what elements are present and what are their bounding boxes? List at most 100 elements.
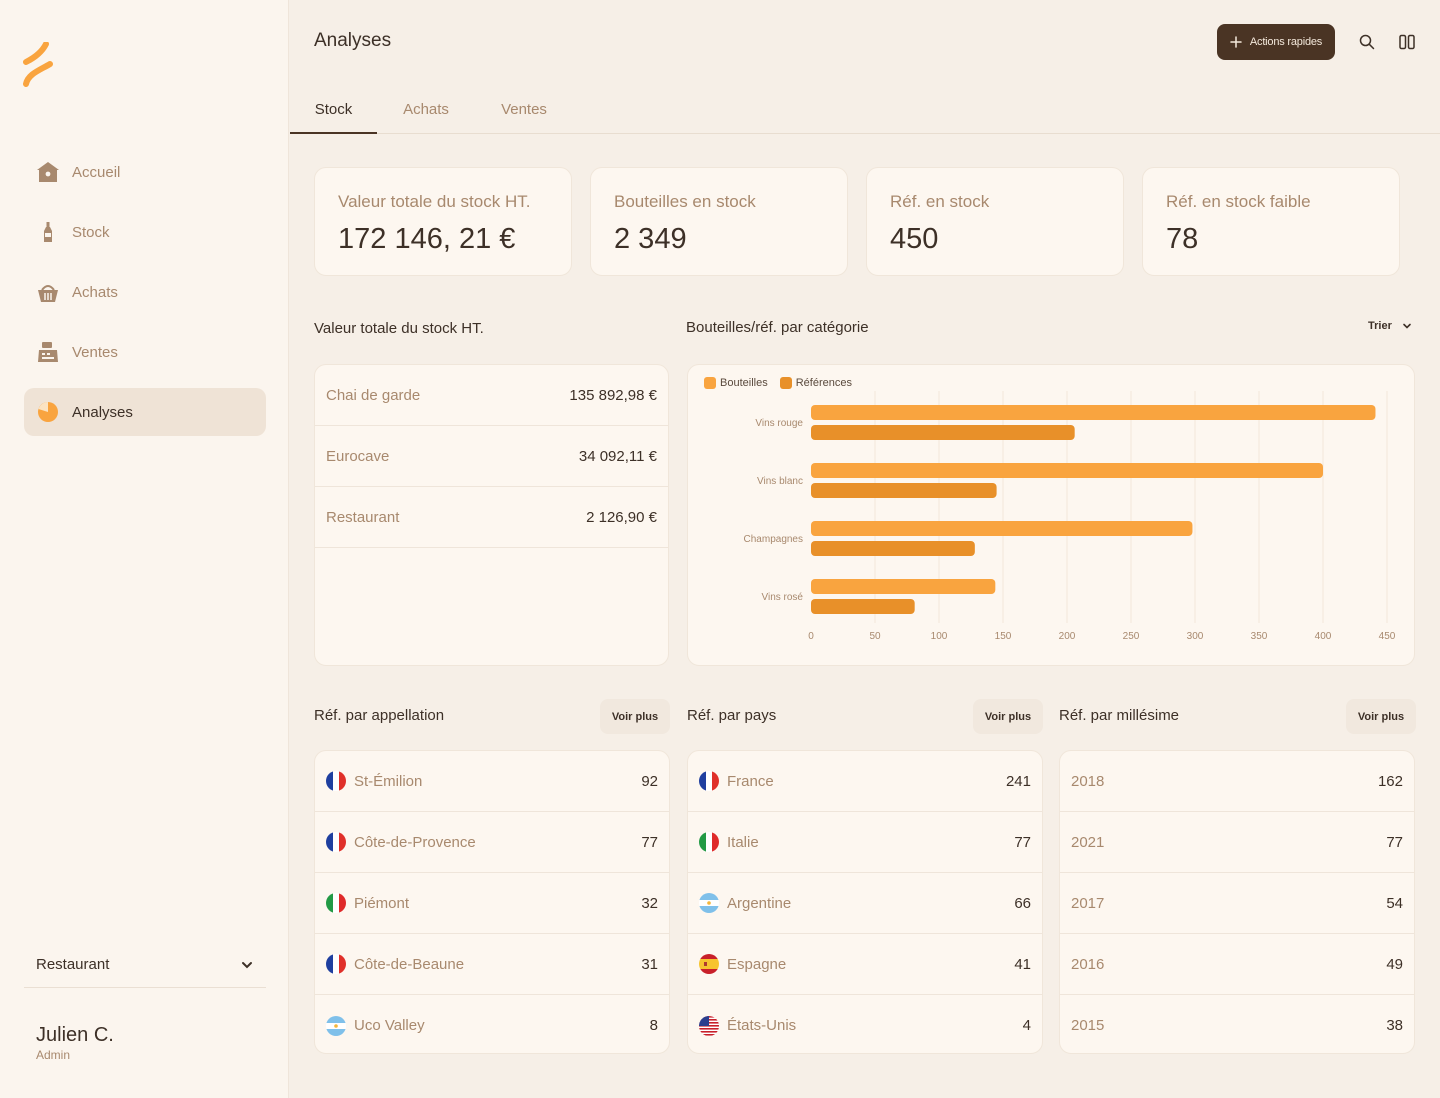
list-item[interactable]: 2016 49 [1060, 934, 1414, 995]
row-label: 2017 [1071, 894, 1105, 912]
argentina-flag-icon [326, 1015, 346, 1036]
x-tick-label: 200 [1059, 631, 1076, 642]
list-item[interactable]: Italie 77 [688, 812, 1042, 873]
list-item[interactable]: Piémont 32 [315, 873, 669, 934]
row-value: 49 [1386, 955, 1403, 973]
columns-layout-icon[interactable] [1396, 31, 1418, 53]
row-label: Uco Valley [354, 1017, 425, 1034]
x-tick-label: 250 [1123, 631, 1140, 642]
list-item[interactable]: St-Émilion 92 [315, 751, 669, 812]
sidebar-item-ventes[interactable]: Ventes [24, 328, 266, 376]
row-value: 31 [641, 955, 658, 973]
row-value: 77 [1386, 833, 1403, 851]
list-item[interactable]: Argentine 66 [688, 873, 1042, 934]
user-profile[interactable]: Julien C. Admin [36, 1024, 114, 1062]
kpi-card-refs: Réf. en stock 450 [866, 167, 1124, 276]
row-label: Côte-de-Beaune [354, 955, 465, 973]
row-value: 66 [1014, 894, 1031, 912]
list-item[interactable]: 2015 38 [1060, 995, 1414, 1053]
kpi-label: Bouteilles en stock [614, 192, 756, 211]
kpi-label: Réf. en stock faible [1166, 192, 1311, 211]
row-value: 2 126,90 € [586, 508, 657, 526]
page-title: Analyses [314, 30, 392, 51]
kpi-value: 78 [1166, 223, 1199, 255]
row-label: 2018 [1071, 772, 1105, 790]
list-item[interactable]: Espagne 41 [688, 934, 1042, 995]
row-value: 162 [1377, 772, 1403, 790]
kpi-card-stock-value: Valeur totale du stock HT. 172 146, 21 € [314, 167, 572, 276]
tab-bar: Stock Achats Ventes [290, 84, 1440, 134]
sort-dropdown[interactable]: Trier [1368, 320, 1412, 332]
x-tick-label: 150 [995, 631, 1012, 642]
row-label: 2021 [1071, 833, 1105, 851]
list-item[interactable]: Côte-de-Beaune 31 [315, 934, 669, 995]
row-label: Piémont [354, 894, 410, 912]
sidebar-item-label: Accueil [72, 163, 121, 181]
list-item[interactable]: 2021 77 [1060, 812, 1414, 873]
france-flag-icon [699, 771, 719, 791]
sidebar-item-stock[interactable]: Stock [24, 208, 266, 256]
list-item[interactable]: 2017 54 [1060, 873, 1414, 934]
quick-actions-label: Actions rapides [1249, 36, 1323, 48]
list-item[interactable]: 2018 162 [1060, 751, 1414, 812]
kpi-value: 2 349 [614, 223, 687, 255]
category-label: Champagnes [744, 534, 803, 545]
row-label: Eurocave [326, 447, 390, 465]
section-title-countries: Réf. par pays [687, 707, 777, 724]
row-value: 77 [641, 833, 658, 851]
voir-plus-appellation-button[interactable]: Voir plus [600, 699, 670, 734]
row-label: St-Émilion [354, 772, 423, 790]
italy-flag-icon [326, 893, 346, 913]
quick-actions-button[interactable]: Actions rapides [1217, 24, 1335, 60]
sidebar-item-accueil[interactable]: Accueil [24, 148, 266, 196]
sort-label: Trier [1368, 320, 1392, 332]
venue-select-value: Restaurant [36, 956, 110, 973]
vintages-panel: 2018 162 2021 77 2017 54 2016 49 2015 38 [1059, 750, 1415, 1054]
list-item[interactable]: États-Unis 4 [688, 995, 1042, 1053]
table-row[interactable]: Restaurant 2 126,90 € [315, 487, 668, 548]
bar-bouteilles [811, 579, 996, 594]
category-chart-panel: Bouteilles Références 0 50 100 150 200 250 300… [687, 364, 1415, 666]
home-icon [36, 160, 60, 184]
legend-item-references[interactable]: Références [779, 377, 852, 389]
brand-logo-icon[interactable] [22, 42, 54, 88]
row-value: 92 [641, 772, 658, 790]
row-label: Côte-de-Provence [354, 833, 476, 851]
row-value: 41 [1014, 955, 1031, 973]
search-icon[interactable] [1356, 31, 1378, 53]
chevron-down-icon [1403, 323, 1411, 329]
voir-plus-countries-button[interactable]: Voir plus [973, 699, 1043, 734]
legend-label: Références [795, 377, 852, 389]
tab-stock[interactable]: Stock [290, 84, 377, 134]
usa-flag-icon [699, 1015, 719, 1036]
tab-achats[interactable]: Achats [403, 101, 449, 118]
table-row[interactable]: Chai de garde 135 892,98 € [315, 365, 668, 426]
list-item[interactable]: France 241 [688, 751, 1042, 812]
venue-select[interactable]: Restaurant [24, 942, 266, 988]
bottle-icon [36, 220, 60, 244]
row-value: 38 [1386, 1017, 1403, 1034]
france-flag-icon [326, 954, 346, 974]
legend-label: Bouteilles [720, 377, 768, 389]
bar-bouteilles [811, 405, 1376, 420]
row-value: 34 092,11 € [578, 447, 657, 465]
row-value: 54 [1386, 894, 1403, 912]
row-value: 4 [1022, 1017, 1031, 1034]
x-tick-label: 0 [808, 631, 814, 642]
page-header: Analyses Actions rapides [290, 0, 1440, 84]
kpi-label: Réf. en stock [890, 192, 990, 211]
list-item[interactable]: Uco Valley 8 [315, 995, 669, 1053]
list-item[interactable]: Côte-de-Provence 77 [315, 812, 669, 873]
user-role: Admin [36, 1048, 71, 1062]
sidebar-item-achats[interactable]: Achats [24, 268, 266, 316]
voir-plus-vintages-button[interactable]: Voir plus [1346, 699, 1416, 734]
sidebar-item-label: Achats [72, 283, 118, 301]
tab-ventes[interactable]: Ventes [501, 101, 547, 118]
sidebar-item-analyses[interactable]: Analyses [24, 388, 266, 436]
sidebar: Accueil Stock Achats Ventes Analyses [0, 0, 289, 1098]
section-title-appellation: Réf. par appellation [314, 707, 445, 724]
legend-item-bouteilles[interactable]: Bouteilles [704, 377, 768, 389]
table-row[interactable]: Eurocave 34 092,11 € [315, 426, 668, 487]
x-tick-label: 350 [1251, 631, 1268, 642]
sidebar-nav: Accueil Stock Achats Ventes Analyses [24, 148, 266, 448]
